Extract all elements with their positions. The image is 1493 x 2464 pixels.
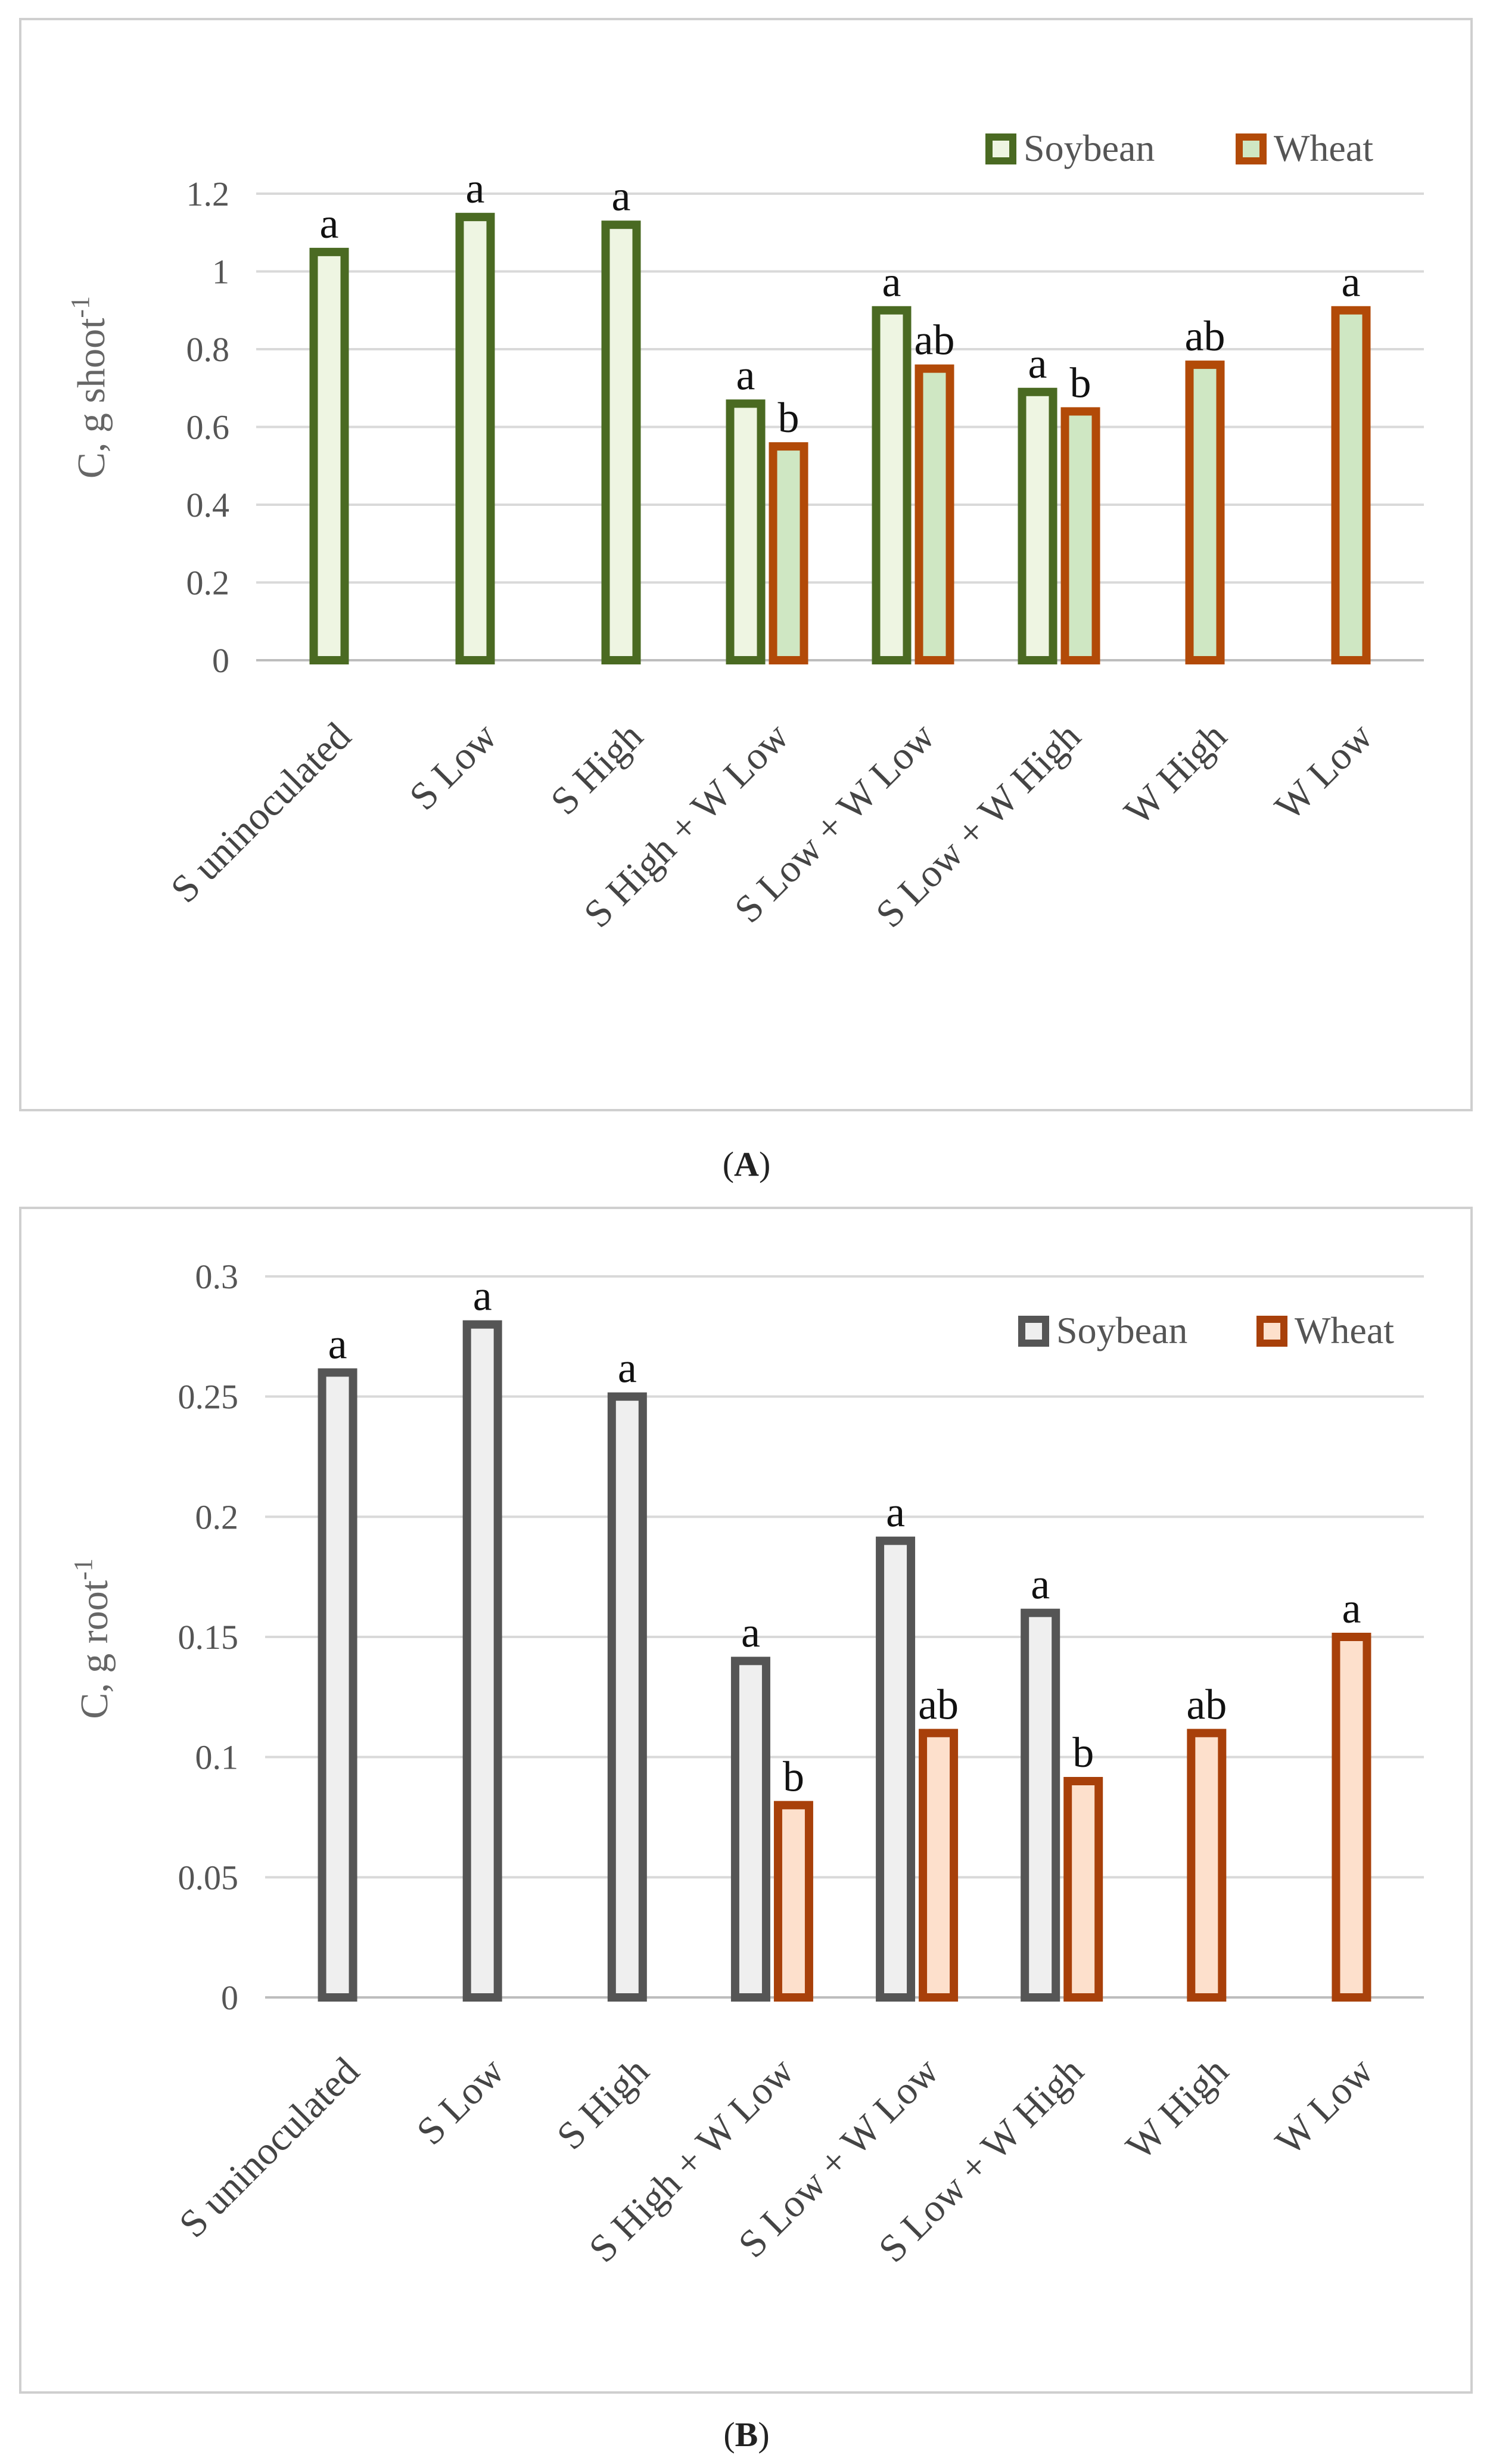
chart-a-legend-label-soybean: Soybean [1024,127,1155,169]
chart-b-y-tick-label: 0.05 [178,1858,239,1897]
chart-b-y-axis-title: C, g root-1 [69,1558,116,1719]
chart-b-bar-soybean [607,1392,647,2002]
chart-b-data-label: a [1031,1561,1050,1608]
chart-b-legend-label-wheat: Wheat [1295,1309,1394,1351]
chart-a-data-label: b [1070,359,1091,406]
chart-a-bar-soybean [1018,387,1057,665]
chart-a-data-label: a [1342,258,1361,306]
chart-b-data-label: b [1072,1729,1094,1776]
chart-b-data-label: a [1342,1584,1361,1632]
chart-b-y-axis-title-superscript: -1 [69,1558,98,1580]
caption-a-label: A [734,1145,759,1183]
chart-b-category-label: S High [549,2049,658,2158]
chart-b-legend-swatch-wheat [1256,1316,1287,1347]
caption-b-label: B [735,2415,758,2454]
chart-b-y-tick-label: 0 [221,1978,238,2017]
chart-a-y-tick-label: 1.2 [186,175,230,213]
chart-a-bar-soybean [309,247,349,664]
chart-a-legend-swatch-soybean [985,133,1016,164]
chart-a-y-tick-label: 0.8 [186,330,230,369]
chart-b-bar-wheat [919,1729,959,2002]
chart-a-y-tick-label: 0.2 [186,564,230,602]
chart-b-data-label: a [473,1272,492,1320]
chart-a-bar-wheat [1060,407,1100,665]
chart-a-y-tick-label: 0 [212,641,229,680]
chart-b-legend-label-soybean: Soybean [1056,1309,1187,1351]
chart-b-data-label: ab [1186,1680,1227,1728]
chart-a-bar-soybean [872,306,912,664]
chart-b-y-tick-label: 0.3 [195,1257,239,1296]
chart-b-bar-soybean [1021,1608,1060,2002]
chart-a-legend-label-wheat: Wheat [1274,127,1373,169]
chart-a-y-axis-title-text: C, g shoot [70,318,113,479]
chart-b-y-axis-title-text: C, g root [73,1580,116,1719]
chart-b-data-label: a [741,1608,760,1656]
chart-b-bar-wheat [1063,1777,1103,2002]
chart-a-data-label: ab [1185,312,1225,360]
chart-a-y-tick-label: 1 [212,253,229,291]
chart-a: 00.20.40.60.811.2C, g shoot-1aS uninocul… [66,127,1424,936]
chart-b-y-tick-label: 0.15 [178,1618,239,1657]
chart-b-data-label: a [618,1344,637,1392]
chart-b-data-label: a [886,1489,905,1536]
chart-b-bar-soybean [318,1368,357,2002]
chart-b-y-tick-label: 0.1 [195,1738,239,1777]
chart-b-y-tick-label: 0.25 [178,1378,239,1416]
chart-a-bar-soybean [455,213,495,664]
chart-b-category-label: W High [1118,2049,1237,2168]
chart-a-bar-soybean [726,399,766,664]
caption-a: (A) [722,1145,771,1183]
chart-a-bar-wheat [915,364,954,664]
chart-b-data-label: a [328,1320,347,1368]
chart-b-bar-soybean [462,1320,502,2002]
chart-b-data-label: ab [918,1680,959,1728]
chart-b-category-label: W Low [1267,2049,1382,2164]
chart-b-legend-swatch-soybean [1018,1316,1049,1347]
chart-b-data-label: b [783,1753,804,1800]
chart-b-y-tick-label: 0.2 [195,1497,239,1536]
chart-a-bar-wheat [1185,361,1225,664]
chart-b-bar-soybean [730,1657,770,2002]
chart-a-bar-wheat [1331,306,1371,664]
chart-a-legend-swatch-wheat [1236,133,1267,164]
chart-a-y-tick-label: 0.4 [186,486,230,524]
chart-panel-a [19,18,1473,1111]
chart-b-bar-soybean [876,1536,916,2002]
chart-a-data-label: ab [915,316,955,364]
chart-a-data-label: a [320,200,339,247]
chart-a-data-label: a [1028,340,1047,387]
chart-a-data-label: a [882,258,901,306]
chart-panel-b [19,1207,1473,2394]
chart-a-y-axis-title-superscript: -1 [66,296,95,318]
chart-a-bar-wheat [769,442,808,664]
chart-b-bar-wheat [773,1801,813,2002]
chart-b-bar-wheat [1187,1729,1227,2002]
chart-a-y-tick-label: 0.6 [186,408,230,447]
chart-a-data-label: a [612,172,631,220]
caption-b: (B) [723,2415,770,2454]
chart-a-y-axis-title: C, g shoot-1 [66,296,113,478]
chart-a-data-label: a [736,351,755,399]
chart-a-bar-soybean [601,220,641,664]
chart-a-data-label: b [778,394,800,442]
chart-b-category-label: S uninoculated [171,2049,368,2246]
chart-b-category-label: S Low [409,2049,513,2154]
chart-a-data-label: a [466,164,485,212]
chart-b-bar-wheat [1332,1633,1371,2002]
